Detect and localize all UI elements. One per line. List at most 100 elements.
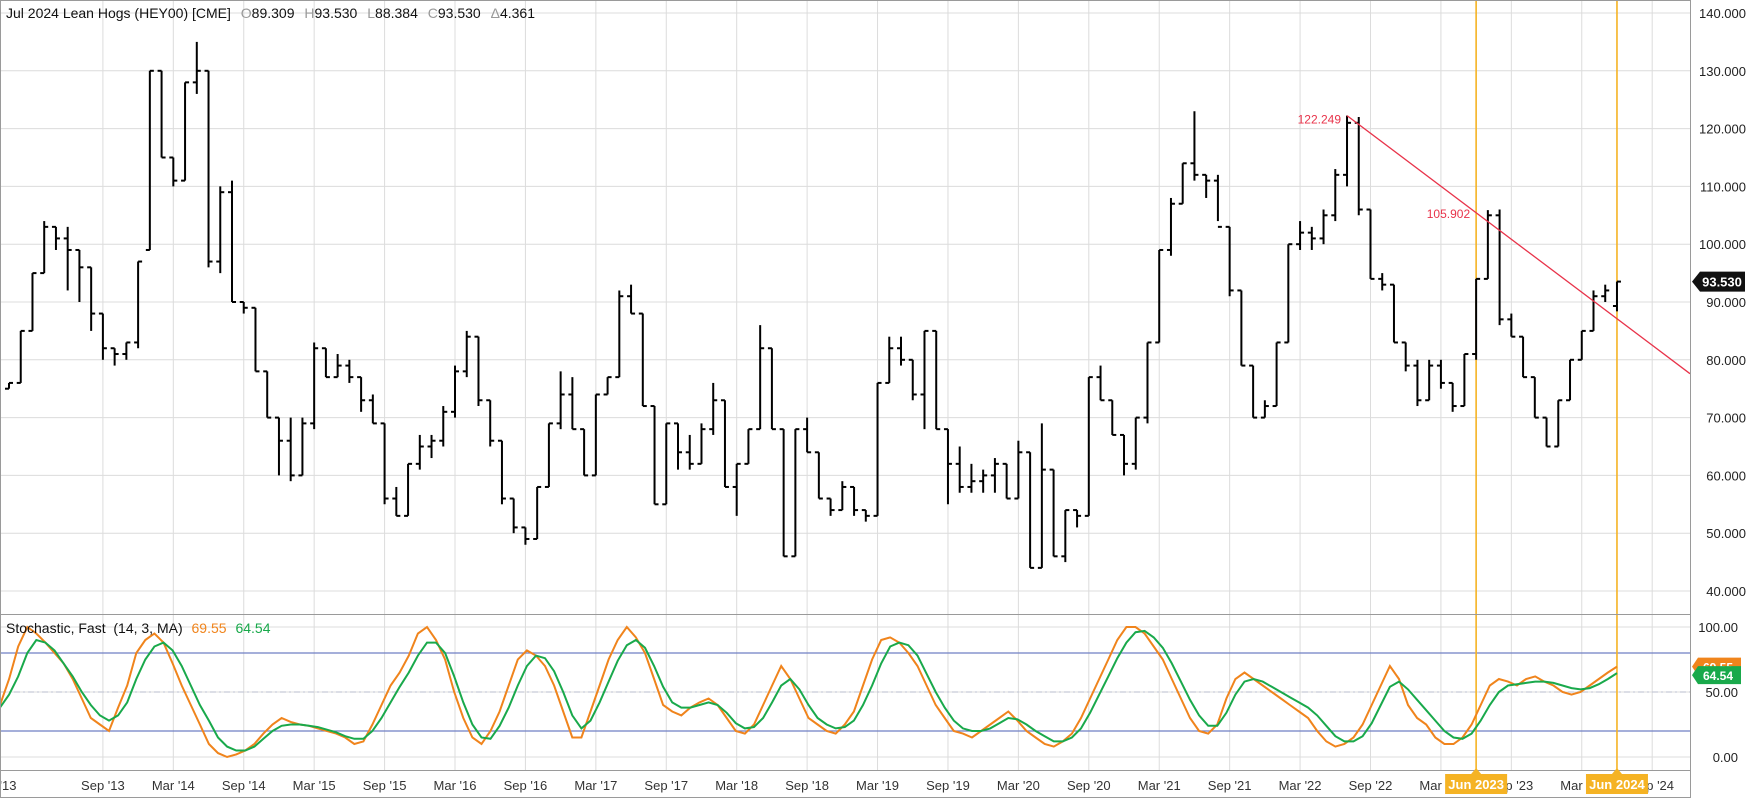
ohlc-bar [192,41,201,94]
time-tick-label: Sep '13 [81,778,125,793]
ohlc-bar [1507,313,1516,338]
ohlc-bar [145,69,154,251]
time-tick-label: Mar '20 [997,778,1040,793]
price-tick-label: 110.000 [1700,179,1746,194]
ohlc-bar [1343,115,1352,187]
vertical-marker-badge [1445,774,1508,794]
ohlc-bar [298,417,307,477]
ohlc-bar [1249,364,1258,419]
ohlc-bar [861,509,870,522]
ohlc-bars [5,41,1621,569]
ohlc-bar [990,458,999,493]
price-annotation: 105.902 [1427,207,1471,221]
ohlc-bar [1049,468,1058,558]
ohlc-bar [1413,359,1422,407]
stochastic-tick-label: 50.00 [1705,685,1738,700]
ohlc-bar [1084,376,1093,517]
ohlc-bar [122,341,131,360]
stochastic-grid [0,614,1690,770]
ohlc-bar [404,462,413,517]
price-tick-label: 90.000 [1706,295,1746,310]
ohlc-bar [345,359,354,383]
ohlc-bar [791,428,800,558]
chart-header: Jul 2024 Lean Hogs (HEY00) [CME] O89.309… [6,5,535,21]
ohlc-bar [486,399,495,447]
ohlc-bar [638,312,647,408]
ohlc-bar [462,330,471,378]
open-label: O [241,5,252,21]
ohlc-bar [533,485,542,540]
ohlc-bar [1319,209,1328,245]
ohlc-bar [826,497,835,516]
time-tick-label: Sep '17 [644,778,688,793]
ohlc-bar [98,312,107,360]
time-tick-label: '13 [0,778,16,793]
ohlc-bar [251,306,260,373]
time-tick-label: Mar '19 [856,778,899,793]
vertical-marker-badge [1585,774,1648,794]
ohlc-bar [216,186,225,274]
close-value: 93.530 [438,5,481,21]
ohlc-bar [814,451,823,500]
ohlc-bar [1460,353,1469,408]
ohlc-bar [274,416,283,476]
ohlc-bar [1143,341,1152,424]
stochastic-label: Stochastic, Fast (14, 3, MA) [6,620,183,636]
ohlc-bar [885,336,894,384]
ohlc-bar [685,434,694,470]
ohlc-bar [779,428,788,558]
contract-title: Jul 2024 Lean Hogs (HEY00) [CME] [6,5,231,21]
stochastic-d-line [0,629,1618,752]
time-tick-label: Sep '16 [504,778,548,793]
ohlc-bar [239,301,248,314]
ohlc-bar [1566,358,1575,402]
low-value: 88.384 [375,5,418,21]
ohlc-bar [1389,283,1398,344]
ohlc-bar [263,370,272,419]
ohlc-bar [1014,440,1023,500]
ohlc-bar [1307,226,1316,250]
ohlc-bar [720,399,729,488]
ohlc-bar [650,405,659,506]
time-tick-label: Sep '22 [1349,778,1393,793]
ohlc-bar [1601,284,1610,302]
ohlc-bar [1554,399,1563,448]
ohlc-bar [1120,433,1129,476]
last-price-label: 93.530 [1702,275,1742,290]
stochastic-d-badge [1692,666,1741,685]
ohlc-bar [1155,248,1164,344]
stochastic-axis: 0.00 50.00 100.00 [1698,620,1738,765]
stochastic-tick-label: 0.00 [1713,750,1738,765]
ohlc-bar [169,156,178,187]
ohlc-bar [1037,423,1046,569]
ohlc-bar [603,376,612,396]
ohlc-bar [1190,111,1199,181]
ohlc-bar [1061,509,1070,563]
ohlc-bar [1296,221,1305,250]
ohlc-bar [850,485,859,516]
ohlc-bar [1519,335,1528,379]
ohlc-bar [1589,290,1598,332]
ohlc-bar [157,69,166,159]
trendline [1346,115,1691,375]
ohlc-bar [380,422,389,505]
time-tick-label: Sep '18 [785,778,829,793]
ohlc-bar [204,69,213,268]
time-tick-label: Mar '14 [152,778,195,793]
vertical-marker-label: Jun 2023 [1448,777,1504,792]
time-tick-label: Mar '16 [434,778,477,793]
time-tick-label: Mar '17 [574,778,617,793]
ohlc-bar [1425,359,1434,402]
time-tick-label: Sep '19 [926,778,970,793]
ohlc-bar [1131,416,1140,470]
ohlc-bar [1495,209,1504,326]
ohlc-bar [1542,416,1551,448]
ohlc-bar [87,266,96,331]
ohlc-bar [920,329,929,430]
ohlc-bar [134,260,143,349]
ohlc-bar [181,81,190,182]
ohlc-bar [1002,462,1011,500]
ohlc-bar [110,347,119,366]
